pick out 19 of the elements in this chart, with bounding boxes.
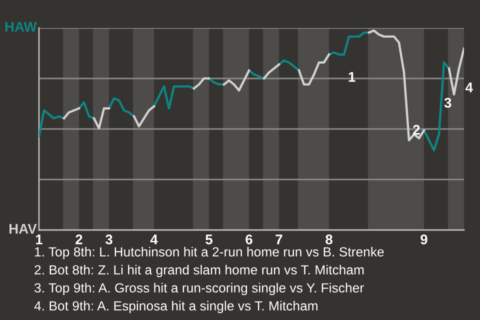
x-tick-label: 4 xyxy=(150,234,158,244)
x-tick-label: 7 xyxy=(276,234,282,244)
text: HAV xyxy=(10,224,37,234)
x-tick-label: 1 xyxy=(36,234,42,244)
text: 4 xyxy=(465,82,473,92)
x-tick-label: 8 xyxy=(326,234,332,244)
x-tick-label: 9 xyxy=(420,234,428,244)
text: 3. Top 9th: A. Gross hit a run-scoring single vs Y. Fischer xyxy=(34,282,364,296)
x-tick-label: 3 xyxy=(105,234,112,244)
annotation: 2 xyxy=(413,124,420,135)
x-tick-label: 5 xyxy=(206,234,212,244)
text: 2. Bot 8th: Z. Li hit a grand slam home run vs T. Mitcham xyxy=(34,264,364,278)
annotation: 1 xyxy=(348,72,356,82)
annotation: 3 xyxy=(444,98,452,108)
x-tick-label: 2 xyxy=(76,234,82,244)
text: 1. Top 8th: L. Hutchinson hit a 2-run home run vs B. Strenke xyxy=(35,246,384,260)
text: 4. Bot 9th: A. Espinosa hit a single vs T. Mitcham xyxy=(34,300,318,314)
x-tick-label: 6 xyxy=(246,234,252,244)
text: HAW xyxy=(5,22,37,32)
